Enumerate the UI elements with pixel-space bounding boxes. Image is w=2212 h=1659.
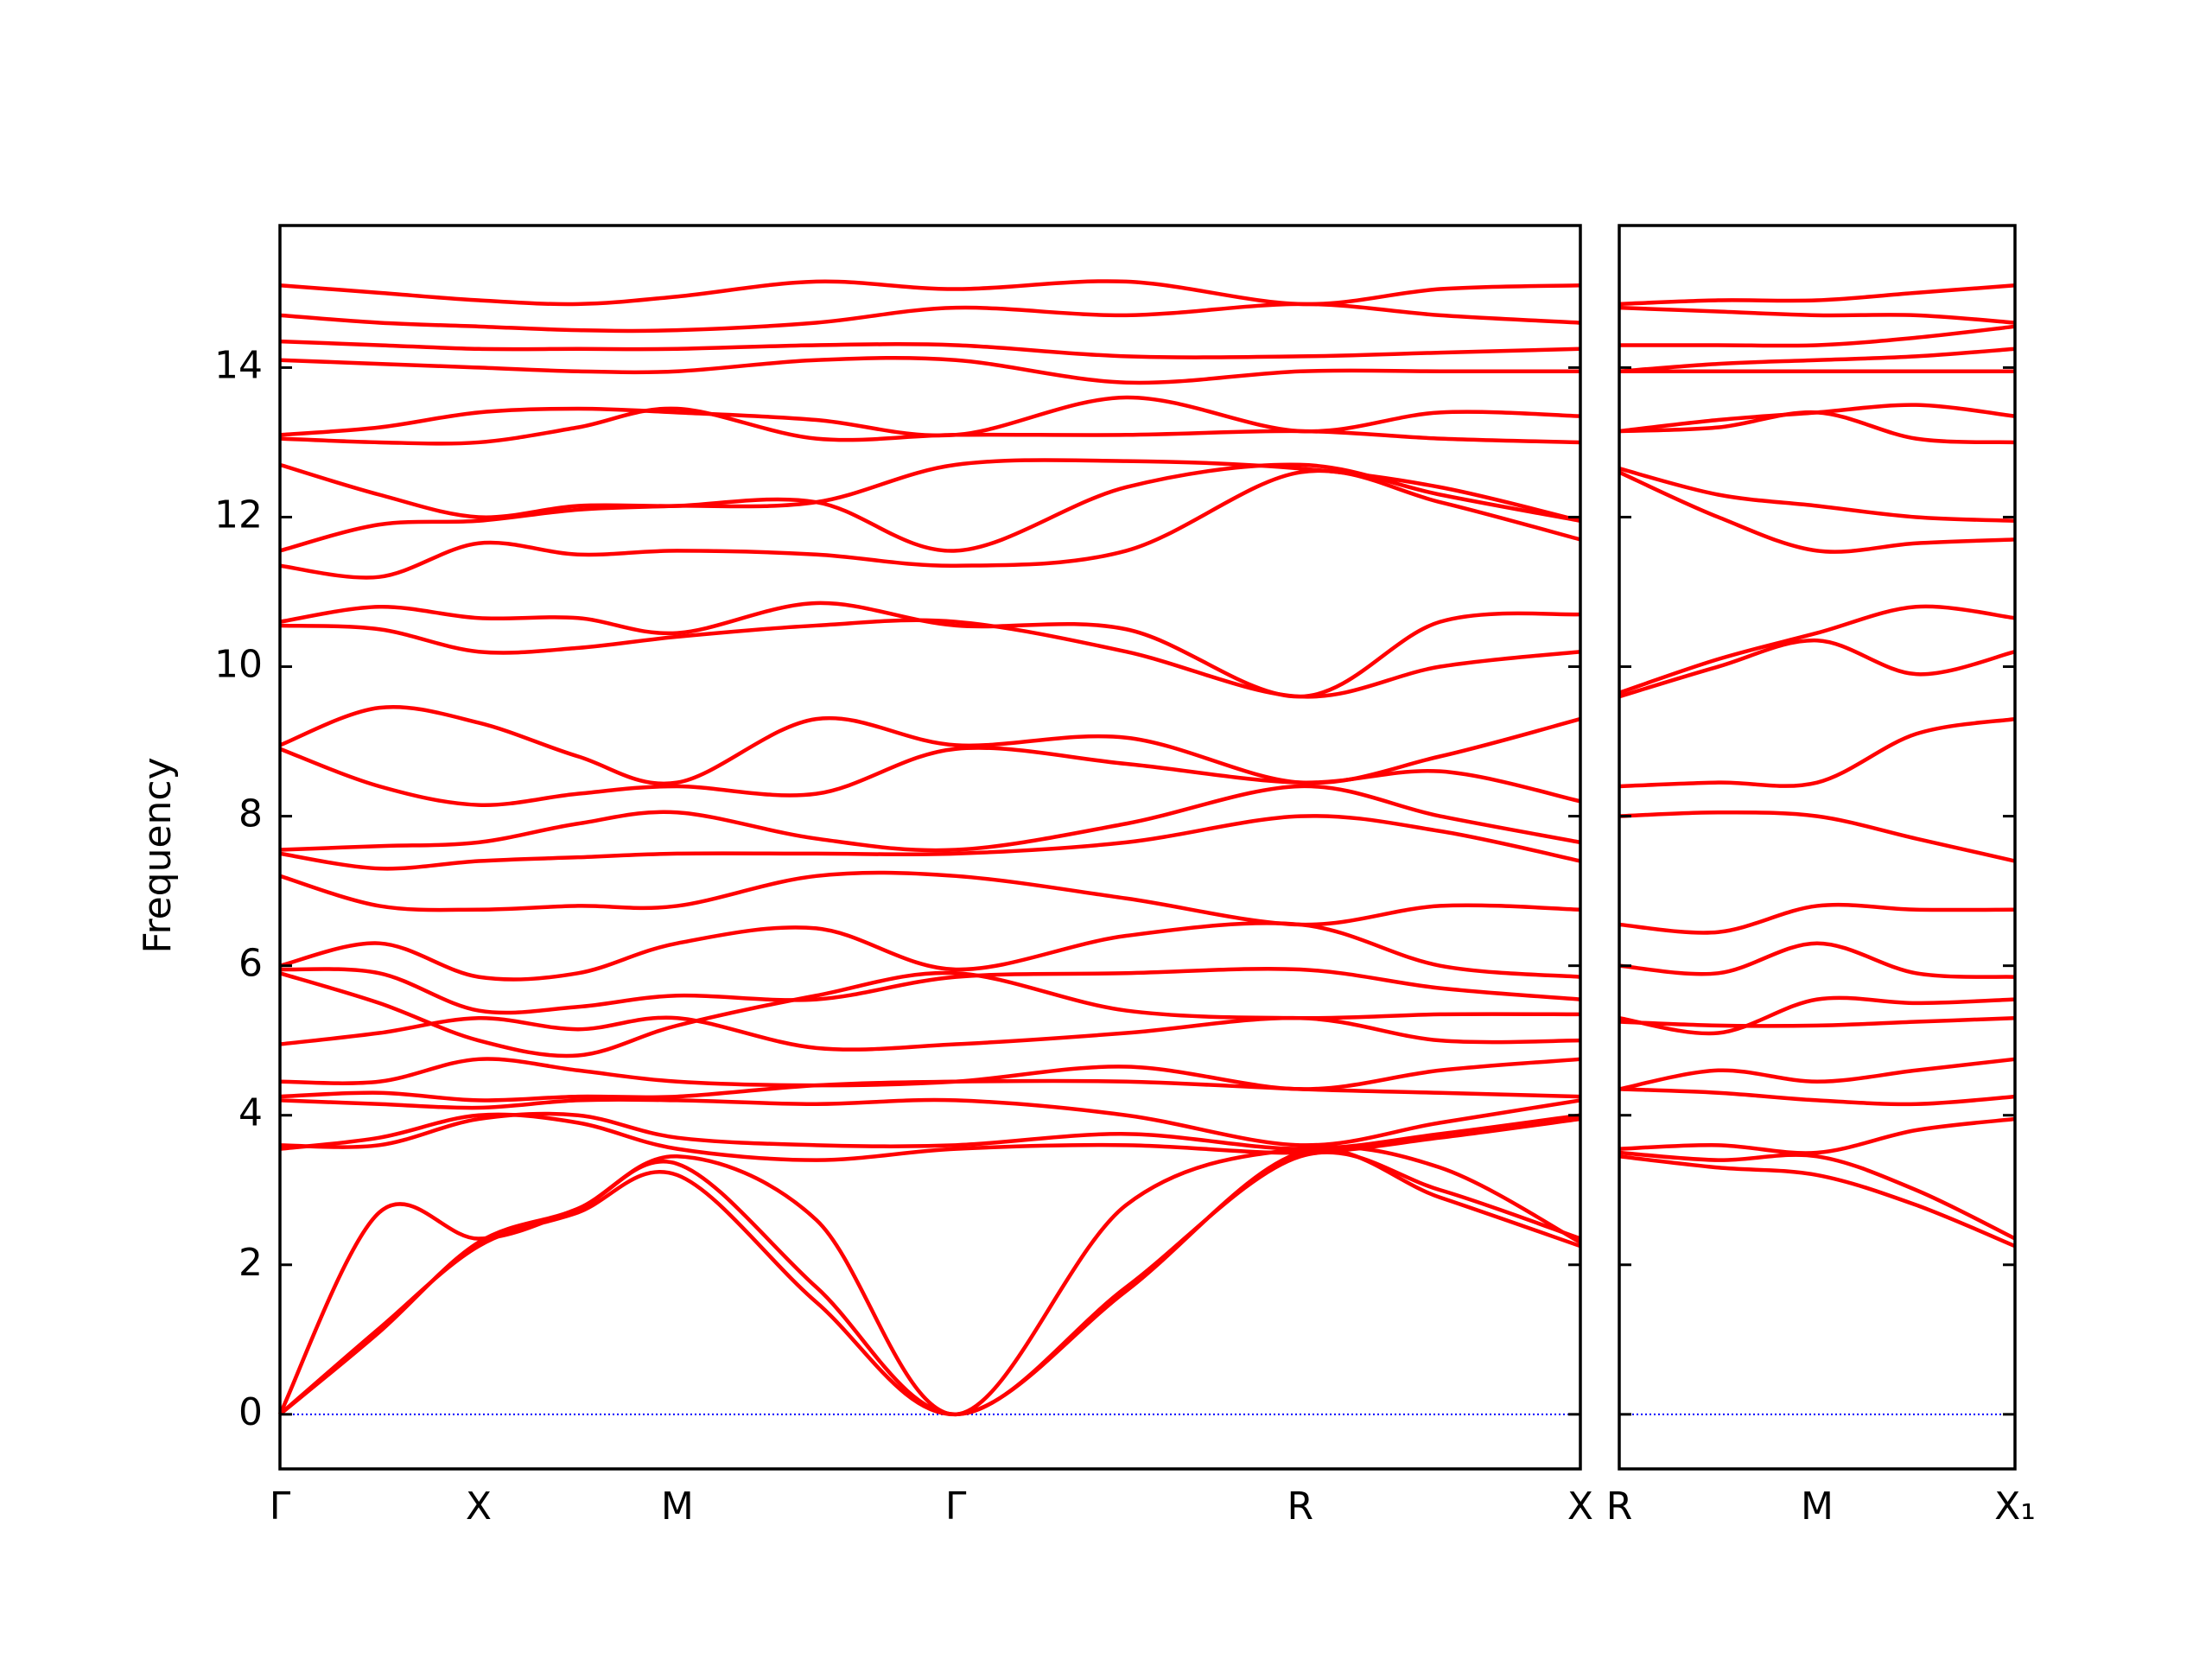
y-tick-label: 2 — [238, 1241, 263, 1285]
band-line — [279, 618, 1581, 699]
band-line — [279, 468, 1581, 580]
x-tick-label: R — [1287, 1484, 1314, 1529]
band-line — [279, 970, 1581, 1058]
band-line — [279, 705, 1581, 786]
band-line — [1618, 604, 2016, 695]
band-line — [279, 1112, 1581, 1162]
band-line — [1618, 1057, 2016, 1091]
band-line — [279, 870, 1581, 927]
plot-frame — [1618, 224, 2017, 1471]
band-line — [1618, 346, 2016, 373]
band-line — [279, 966, 1581, 1015]
x-tick-label: M — [661, 1484, 694, 1529]
band-line — [1618, 403, 2016, 434]
band-line — [279, 1097, 1581, 1147]
x-tick-label: M — [1801, 1484, 1834, 1529]
y-tick-label: 14 — [214, 343, 263, 387]
band-line — [279, 921, 1581, 982]
band-line — [279, 458, 1581, 523]
band-line — [279, 356, 1580, 385]
y-tick-label: 6 — [238, 942, 263, 986]
band-line — [1618, 283, 2016, 307]
band-line — [279, 302, 1581, 334]
y-tick-label: 0 — [238, 1390, 263, 1434]
band-line — [279, 746, 1581, 807]
band-line — [1618, 1116, 2016, 1155]
y-tick-label: 10 — [214, 643, 263, 687]
band-line — [278, 1145, 1582, 1417]
band-line — [1618, 1015, 2016, 1028]
x-tick-label: X₁ — [1994, 1484, 2036, 1529]
band-line — [1618, 1150, 2016, 1241]
x-tick-label: X — [1567, 1484, 1593, 1529]
band-line — [1618, 716, 2016, 789]
x-tick-label: X — [466, 1484, 492, 1529]
band-line — [279, 1015, 1581, 1052]
band-line — [1618, 1087, 2016, 1107]
band-line — [1618, 902, 2016, 935]
plot-frame — [278, 224, 1582, 1471]
x-tick-label: R — [1606, 1484, 1633, 1529]
band-line — [279, 279, 1581, 307]
band-line — [1618, 995, 2016, 1036]
band-line — [1618, 1154, 2016, 1249]
band-line — [279, 395, 1581, 438]
band-line — [1618, 941, 2016, 979]
y-tick-label: 4 — [238, 1091, 263, 1135]
band-line — [1618, 410, 2016, 445]
band-line — [279, 601, 1581, 699]
y-tick-label: 8 — [238, 792, 263, 836]
band-line — [1618, 305, 2016, 325]
x-tick-label: Γ — [945, 1484, 967, 1529]
band-line — [1618, 638, 2016, 699]
x-tick-label: Γ — [270, 1484, 291, 1529]
band-line — [1618, 467, 2016, 524]
y-tick-label: 12 — [214, 493, 263, 537]
band-line — [279, 339, 1581, 359]
band-line — [1619, 324, 2016, 348]
band-line — [277, 1150, 1581, 1417]
band-line — [279, 784, 1581, 853]
y-axis-label: Frequency — [136, 757, 180, 953]
band-line — [278, 1147, 1581, 1417]
band-line — [1618, 810, 2016, 863]
band-line — [279, 462, 1581, 553]
band-line — [1618, 470, 2016, 554]
band-line — [279, 814, 1581, 871]
band-line — [279, 1111, 1581, 1151]
band-line — [279, 406, 1581, 446]
band-line — [279, 1057, 1581, 1091]
